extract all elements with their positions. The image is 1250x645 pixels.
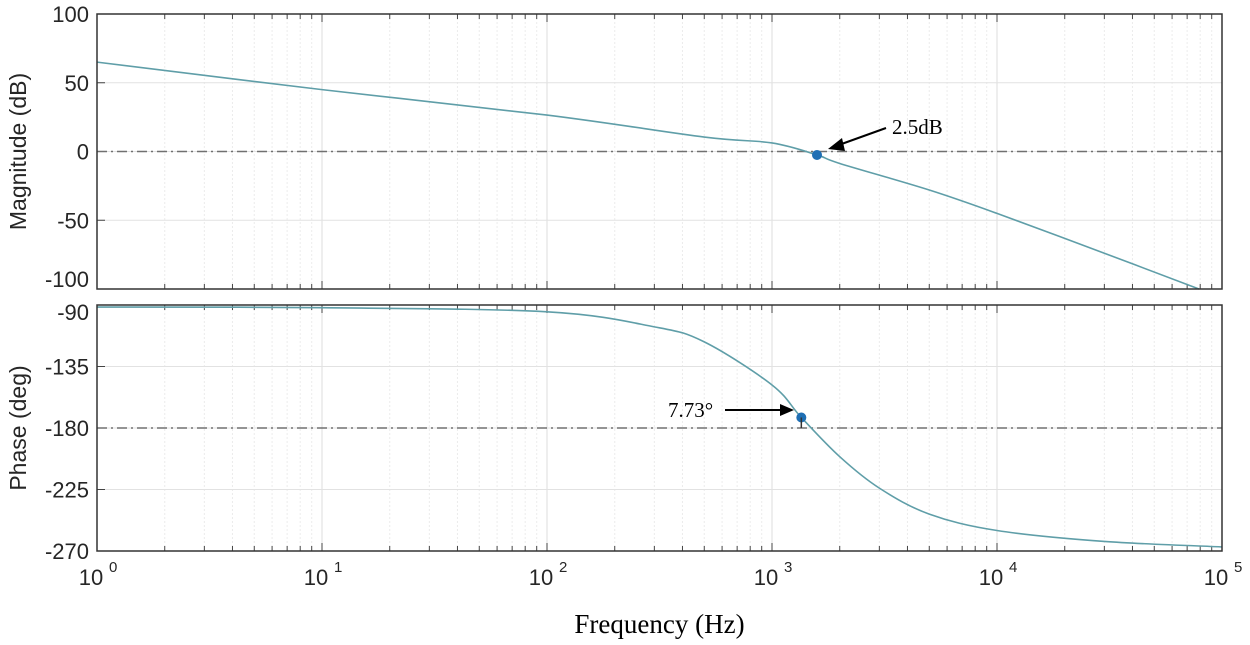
y-tick-label: -180: [45, 416, 89, 441]
x-tick-exponent: 5: [1234, 559, 1242, 576]
y-tick-label: -50: [57, 208, 89, 233]
magnitude-panel: 100 50 0 -50 -100 Magnitude (dB) 2.5dB: [5, 2, 1223, 292]
annotation-label: 7.73°: [668, 398, 713, 422]
axes-frame: [96, 304, 1223, 552]
y-tick-label: 0: [77, 140, 89, 165]
x-tick-label: 10: [529, 565, 553, 590]
y-tick-label: -90: [57, 300, 89, 325]
x-tick-exponent: 0: [109, 559, 117, 576]
x-tick-label: 10: [1204, 565, 1228, 590]
y-tick-label: -225: [45, 478, 89, 503]
x-tick-exponent: 4: [1009, 559, 1017, 576]
arrowhead-icon: [828, 138, 845, 151]
y-axis-label: Phase (deg): [5, 365, 31, 490]
x-tick-label: 10: [304, 565, 328, 590]
x-tick-exponent: 2: [559, 559, 567, 576]
phase-panel: -90 -135 -180 -225 -270 Phase (deg) 7.73° 10 0 10…: [5, 300, 1242, 639]
y-tick-label: -100: [45, 267, 89, 292]
data-marker: [812, 149, 823, 160]
x-tick-exponent: 1: [334, 559, 342, 576]
phase-curve: [96, 306, 1223, 548]
y-axis-label: Magnitude (dB): [5, 73, 31, 230]
axes-frame: [96, 13, 1223, 290]
magnitude-curve: [96, 61, 1200, 290]
y-tick-label: 50: [65, 71, 89, 96]
x-tick-label: 10: [79, 565, 103, 590]
x-tick-label: 10: [979, 565, 1003, 590]
y-tick-label: 100: [52, 2, 89, 27]
x-tick-label: 10: [754, 565, 778, 590]
annotation-label: 2.5dB: [892, 115, 943, 139]
y-tick-label: -135: [45, 355, 89, 380]
arrowhead-icon: [780, 404, 794, 416]
x-tick-exponent: 3: [784, 559, 792, 576]
y-tick-label: -270: [45, 539, 89, 564]
x-axis-label: Frequency (Hz): [574, 609, 744, 639]
annotation-arrow: [835, 127, 887, 147]
